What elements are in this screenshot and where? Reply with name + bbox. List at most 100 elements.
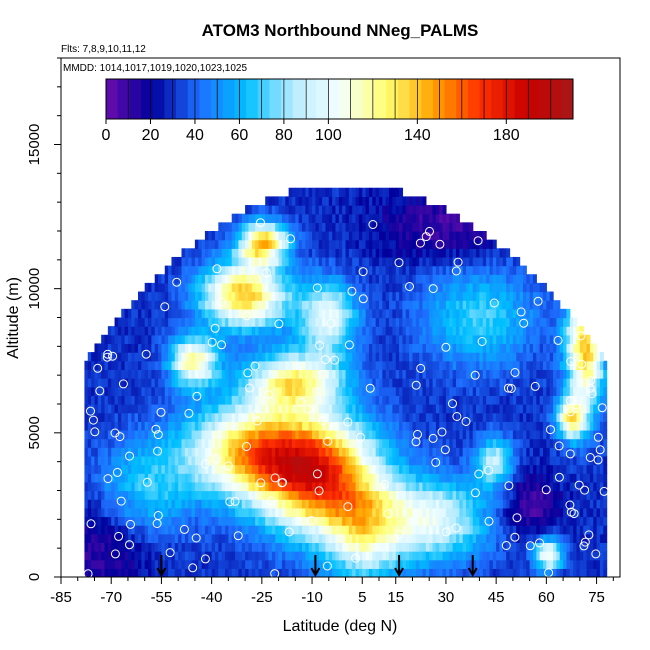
heatmap-cell — [211, 481, 216, 492]
heatmap-cell — [462, 507, 467, 518]
heatmap-cell — [355, 516, 360, 526]
heatmap-cell — [191, 447, 196, 457]
heatmap-cell — [191, 404, 196, 414]
heatmap-cell — [241, 516, 246, 526]
heatmap-cell — [87, 568, 92, 577]
heatmap-cell — [198, 568, 203, 577]
heatmap-cell — [512, 533, 517, 543]
heatmap-cell — [348, 473, 353, 483]
heatmap-cell — [178, 455, 183, 466]
heatmap-cell — [164, 360, 169, 370]
heatmap-cell — [214, 352, 219, 362]
heatmap-cell — [522, 334, 527, 345]
heatmap-cell — [144, 421, 149, 431]
heatmap-cell — [171, 533, 176, 543]
heatmap-cell — [164, 525, 169, 535]
heatmap-cell — [285, 464, 290, 474]
heatmap-cell — [84, 490, 89, 500]
heatmap-cell — [302, 308, 306, 319]
heatmap-cell — [101, 360, 106, 370]
heatmap-cell — [198, 490, 203, 500]
heatmap-cell — [94, 395, 99, 405]
heatmap-cell — [409, 334, 414, 345]
heatmap-cell — [469, 291, 474, 301]
heatmap-cell — [492, 317, 497, 327]
heatmap-cell — [445, 559, 450, 569]
heatmap-cell — [111, 568, 116, 577]
heatmap-cell — [496, 352, 501, 362]
heatmap-cell — [154, 551, 159, 561]
heatmap-cell — [338, 533, 343, 543]
heatmap-cell — [291, 291, 296, 301]
heatmap-cell — [275, 438, 280, 448]
heatmap-cell — [432, 352, 437, 362]
heatmap-cell — [271, 326, 276, 336]
heatmap-cell — [168, 490, 173, 500]
heatmap-cell — [104, 490, 109, 500]
heatmap-cell — [241, 464, 246, 474]
heatmap-cell — [271, 438, 276, 448]
heatmap-cell — [208, 412, 213, 422]
heatmap-cell — [338, 395, 343, 405]
heatmap-cell — [265, 352, 270, 362]
heatmap-cell — [573, 525, 578, 535]
heatmap-cell — [124, 404, 129, 414]
heatmap-cell — [291, 369, 296, 379]
heatmap-cell — [137, 343, 142, 353]
heatmap-cell — [462, 378, 467, 388]
heatmap-cell — [586, 369, 591, 379]
heatmap-cell — [529, 481, 534, 492]
heatmap-cell — [543, 551, 547, 561]
heatmap-cell — [573, 499, 578, 509]
heatmap-cell — [121, 343, 126, 353]
heatmap-cell — [419, 360, 424, 370]
heatmap-cell — [435, 533, 440, 543]
heatmap-cell — [455, 317, 460, 327]
heatmap-cell — [87, 404, 92, 414]
heatmap-cell — [107, 352, 112, 362]
heatmap-cell — [452, 421, 457, 431]
heatmap-cell — [429, 326, 434, 336]
heatmap-cell — [315, 533, 320, 543]
heatmap-cell — [469, 378, 474, 388]
heatmap-cell — [355, 525, 360, 535]
heatmap-cell — [573, 464, 578, 474]
heatmap-cell — [589, 516, 594, 526]
heatmap-cell — [372, 395, 377, 405]
heatmap-cell — [104, 533, 109, 543]
heatmap-cell — [164, 516, 169, 526]
heatmap-cell — [586, 551, 591, 561]
heatmap-cell — [502, 542, 507, 552]
heatmap-cell — [409, 516, 414, 526]
heatmap-cell — [231, 326, 236, 336]
heatmap-cell — [151, 412, 156, 422]
heatmap-cell — [191, 490, 196, 500]
heatmap-cell — [405, 473, 410, 483]
heatmap-cell — [385, 378, 390, 388]
heatmap-cell — [368, 542, 373, 552]
heatmap-cell — [184, 352, 189, 362]
heatmap-cell — [459, 360, 464, 370]
heatmap-cell — [576, 412, 581, 422]
heatmap-cell — [174, 464, 179, 474]
heatmap-cell — [154, 507, 159, 518]
heatmap-cell — [97, 464, 102, 474]
heatmap-cell — [164, 352, 169, 362]
heatmap-cell — [325, 473, 330, 483]
heatmap-cell — [225, 447, 229, 457]
heatmap-cell — [94, 343, 99, 353]
heatmap-cell — [399, 326, 404, 336]
heatmap-cell — [97, 542, 102, 552]
heatmap-cell — [121, 473, 126, 483]
heatmap-cell — [141, 533, 146, 543]
heatmap-cell — [315, 464, 320, 474]
heatmap-cell — [181, 360, 186, 370]
heatmap-cell — [268, 291, 273, 301]
heatmap-cell — [532, 326, 537, 336]
heatmap-cell — [104, 429, 109, 440]
heatmap-cell — [395, 525, 400, 535]
heatmap-cell — [241, 551, 246, 561]
heatmap-cell — [174, 352, 179, 362]
heatmap-cell — [261, 386, 266, 396]
heatmap-cell — [412, 421, 417, 431]
